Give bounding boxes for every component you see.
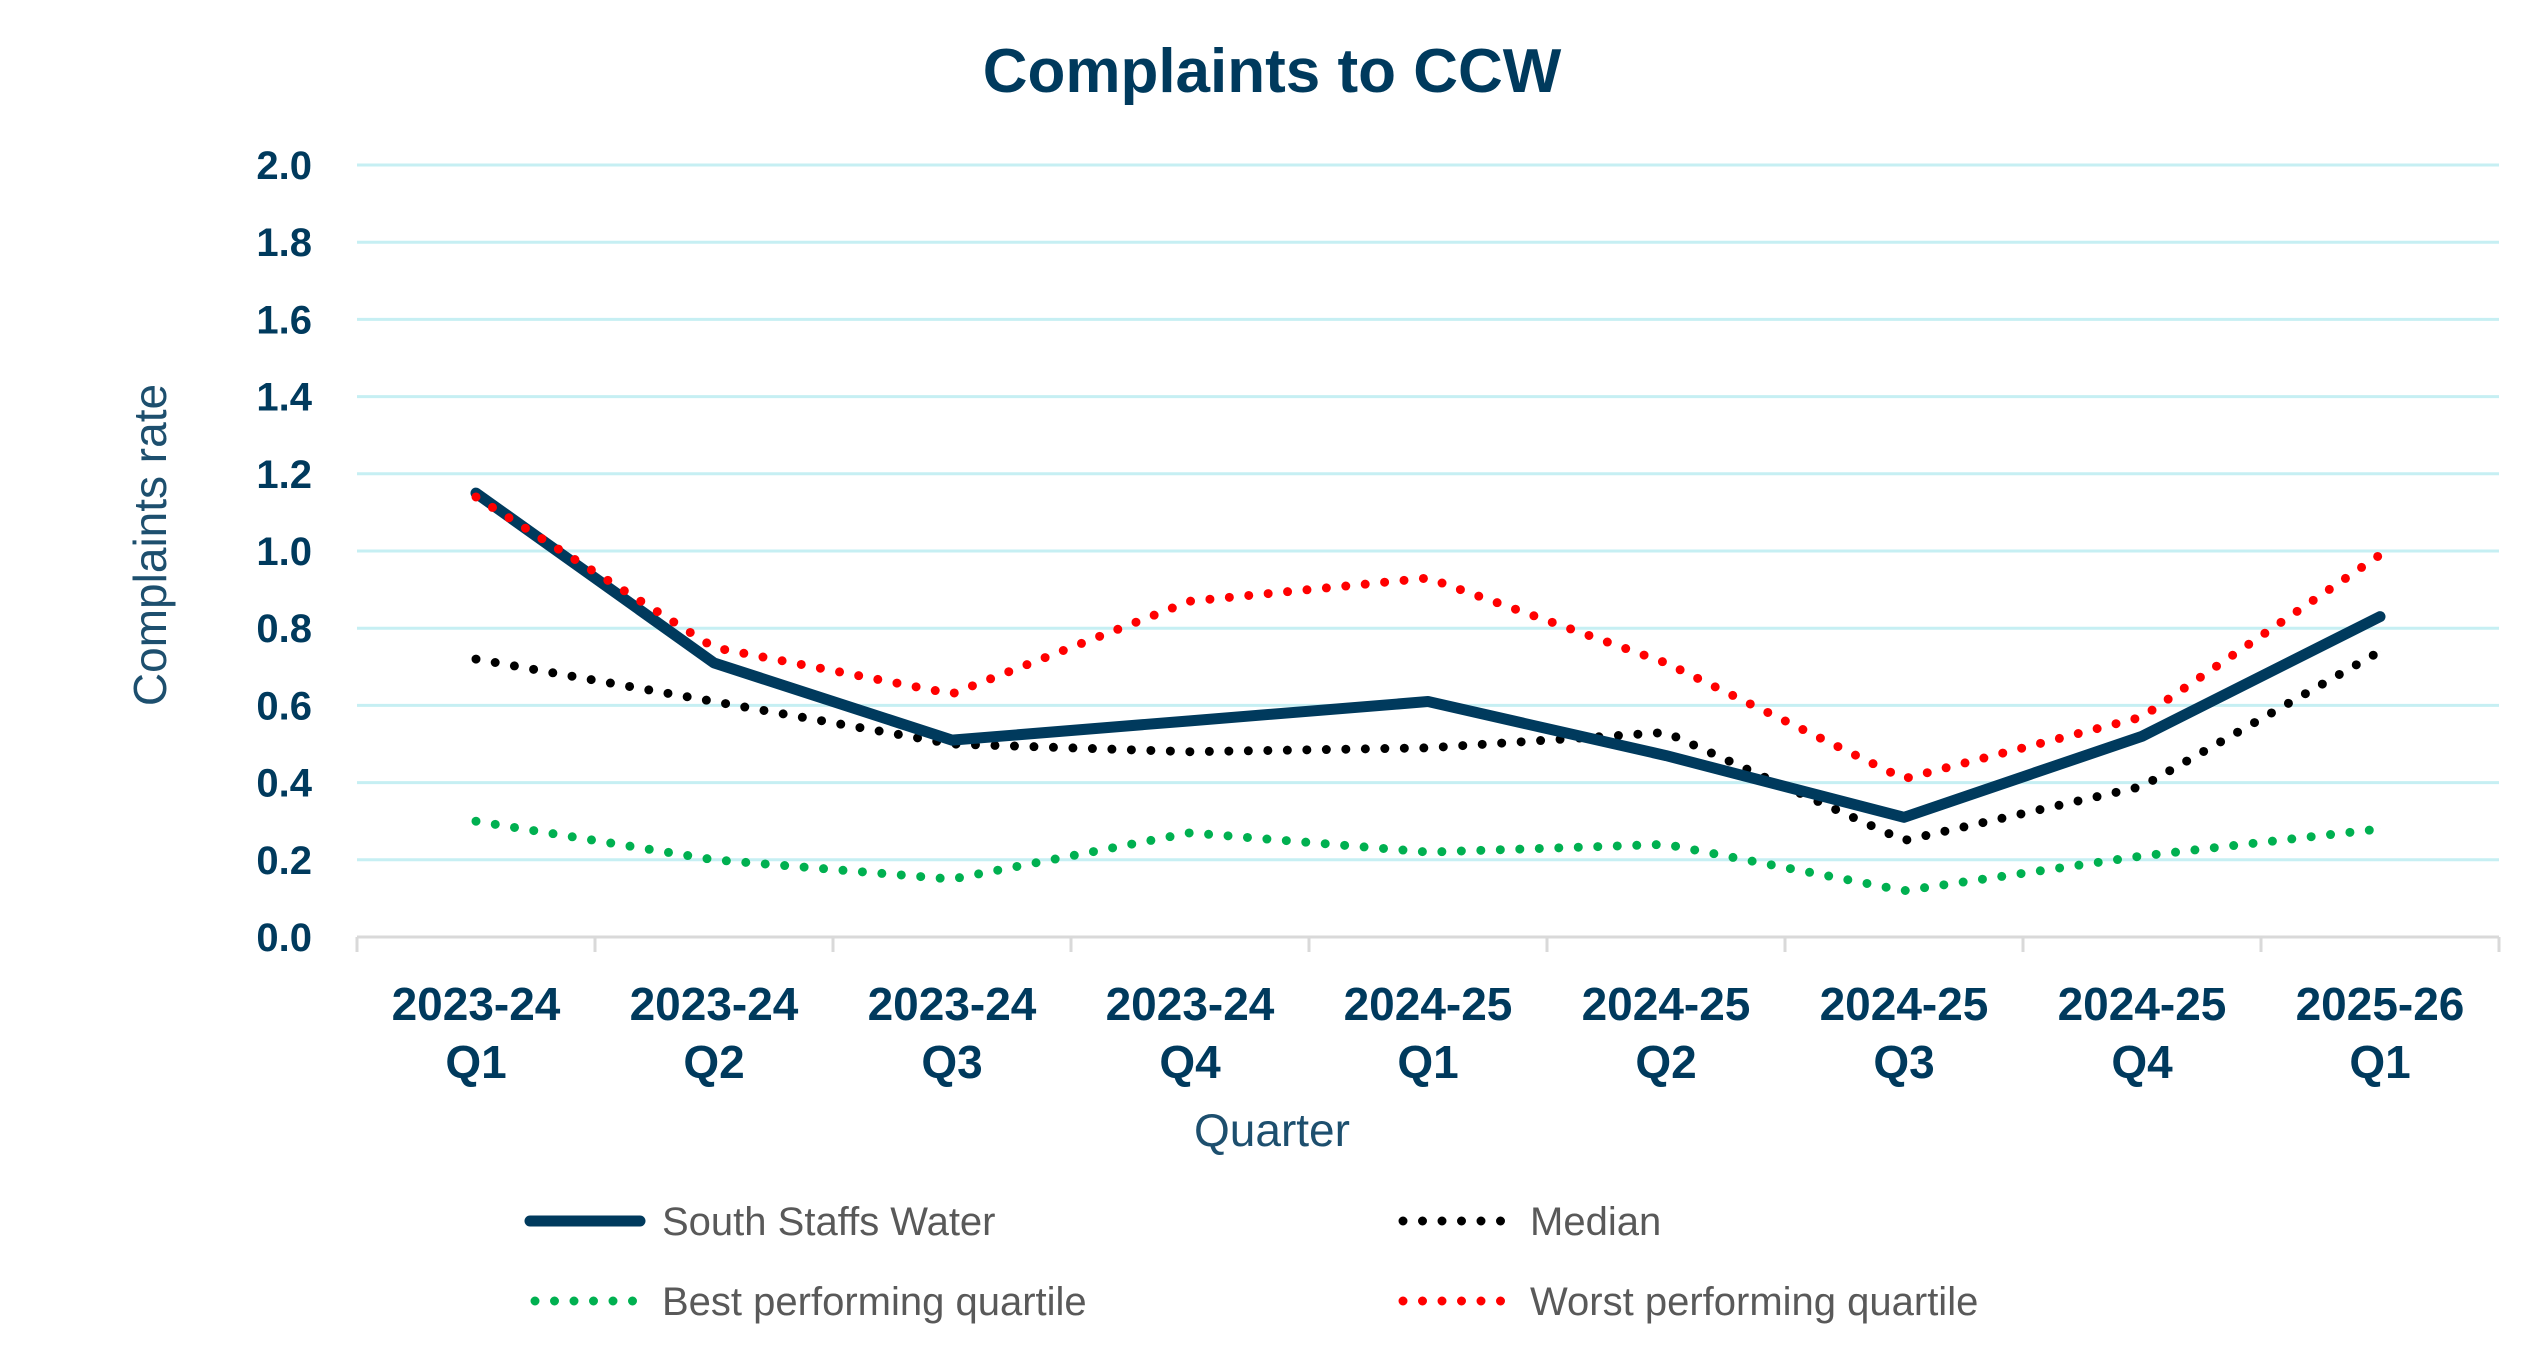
y-tick-label: 1.6: [256, 298, 312, 342]
legend-south-staffs-water: South Staffs Water: [524, 1200, 996, 1244]
y-tick-label: 1.4: [256, 376, 312, 420]
x-tick-label: Q4: [2111, 1036, 2173, 1088]
gridlines: [357, 163, 2499, 862]
x-tick-label: 2023-24: [392, 978, 561, 1030]
legend-best-performing-quartile: Best performing quartile: [530, 1280, 1087, 1324]
x-tick-label: Q3: [921, 1036, 982, 1088]
x-tick-label: Q1: [2349, 1036, 2410, 1088]
legend-worst-performing-quartile: Worst performing quartile: [1398, 1280, 1978, 1324]
y-tick-labels: 0.0 0.2 0.4 0.6 0.8 1.0 1.2 1.4 1.6 1.8 2.0: [256, 144, 312, 960]
x-tick-label: 2025-26: [2296, 978, 2465, 1030]
y-tick-label: 0.4: [256, 762, 312, 806]
y-tick-label: 1.8: [256, 221, 312, 265]
x-tick-label: Q1: [1397, 1036, 1458, 1088]
y-tick-label: 0.8: [256, 607, 312, 651]
x-tick-label: Q3: [1873, 1036, 1934, 1088]
x-tick-label: Q1: [445, 1036, 506, 1088]
y-tick-label: 0.6: [256, 684, 312, 728]
x-tick-label: Q2: [683, 1036, 744, 1088]
legend-label: Best performing quartile: [662, 1280, 1087, 1324]
series-worst-performing-quartile-line: [471, 492, 2385, 784]
y-axis-title: Complaints rate: [124, 384, 176, 706]
x-tick-label: 2023-24: [868, 978, 1037, 1030]
x-axis: [355, 935, 2501, 952]
legend-median: Median: [1398, 1200, 1661, 1244]
y-tick-label: 2.0: [256, 144, 312, 188]
series-lines: [470, 487, 2386, 896]
x-axis-title: Quarter: [1194, 1104, 1350, 1156]
x-tick-labels: 2023-24 Q1 2023-24 Q2 2023-24 Q3 2023-24 Q4 2024…: [392, 978, 2465, 1088]
legend-label: Worst performing quartile: [1530, 1280, 1978, 1324]
chart-title: Complaints to CCW: [983, 37, 1562, 106]
x-tick-label: 2023-24: [630, 978, 799, 1030]
y-tick-label: 1.0: [256, 530, 312, 574]
legend-label: South Staffs Water: [662, 1200, 996, 1244]
x-tick-label: 2024-25: [1820, 978, 1989, 1030]
series-best-performing-quartile-line: [471, 816, 2385, 896]
y-tick-label: 0.2: [256, 839, 312, 883]
x-tick-label: Q4: [1159, 1036, 1221, 1088]
y-tick-label: 1.2: [256, 453, 312, 497]
x-tick-label: 2024-25: [1344, 978, 1513, 1030]
x-tick-label: 2024-25: [2058, 978, 2227, 1030]
y-tick-label: 0.0: [256, 916, 312, 960]
x-tick-label: Q2: [1635, 1036, 1696, 1088]
x-tick-label: 2023-24: [1106, 978, 1275, 1030]
legend: South Staffs Water Median Best performing …: [524, 1200, 1978, 1324]
legend-label: Median: [1530, 1200, 1661, 1244]
x-tick-label: 2024-25: [1582, 978, 1751, 1030]
